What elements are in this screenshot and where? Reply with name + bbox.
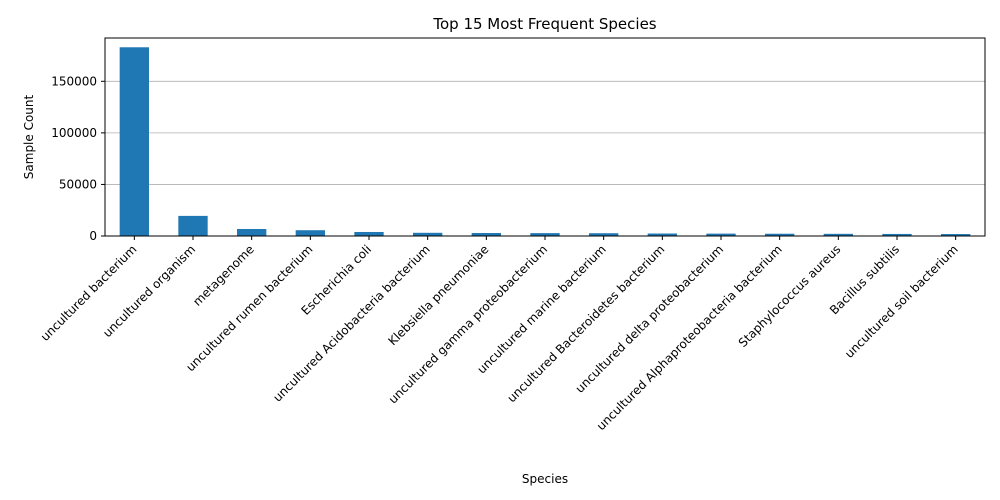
bar [589, 233, 619, 236]
x-tick-label: uncultured marine bacterium [475, 242, 609, 376]
bar [119, 47, 149, 236]
chart-title: Top 15 Most Frequent Species [432, 15, 656, 33]
plot-frame [104, 37, 986, 237]
x-axis-label: Species [522, 472, 568, 486]
y-tick-label: 150000 [51, 74, 97, 88]
x-tick-label: uncultured soil bacterium [842, 242, 961, 361]
y-axis-label: Sample Count [22, 94, 36, 179]
x-tick-label: uncultured bacterium [38, 242, 140, 344]
bar [647, 233, 677, 236]
bar [941, 234, 971, 236]
x-tick-label: Staphylococcus aureus [736, 242, 844, 350]
x-tick-label: metagenome [190, 242, 257, 309]
y-axis-ticks: 0 50000 100000 150000 [51, 74, 105, 243]
bar [765, 233, 795, 236]
bar [295, 230, 325, 236]
bar [237, 228, 267, 236]
bar [823, 233, 853, 236]
bar [354, 231, 384, 236]
y-tick-label: 100000 [51, 126, 97, 140]
x-tick-label: uncultured rumen bacterium [183, 242, 315, 374]
gridlines [105, 80, 985, 237]
bar [178, 215, 208, 236]
bars [119, 47, 971, 236]
y-tick-label: 0 [89, 229, 97, 243]
y-tick-label: 50000 [59, 177, 97, 191]
bar [471, 233, 501, 236]
bar [882, 233, 912, 236]
bar [413, 232, 443, 236]
bar [706, 233, 736, 236]
bar [530, 233, 560, 236]
x-tick-label: Klebsiella pneumoniae [385, 242, 491, 348]
